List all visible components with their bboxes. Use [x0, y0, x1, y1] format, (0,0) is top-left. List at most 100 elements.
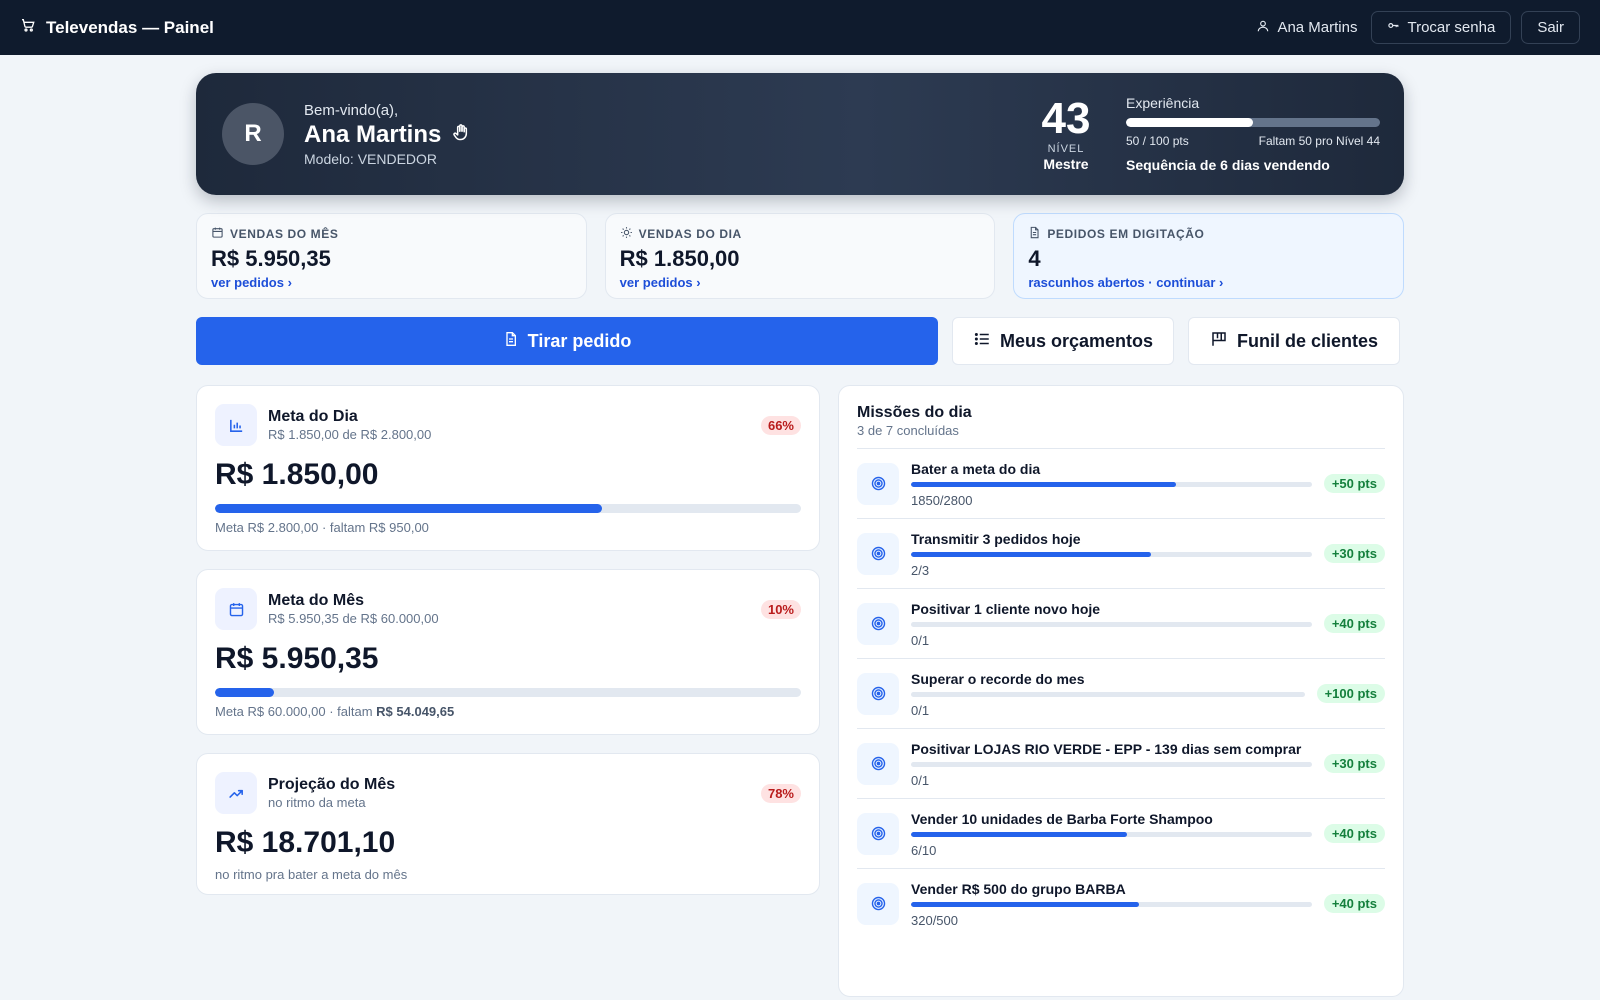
stat-link-day-orders[interactable]: ver pedidos › — [619, 275, 701, 290]
mission-progress-bar — [911, 902, 1312, 907]
mission-progress-fill — [911, 902, 1140, 907]
xp-progress-bar — [1126, 118, 1380, 127]
mission-points-badge: +40 pts — [1323, 824, 1385, 843]
document-icon — [503, 331, 519, 352]
mission-points-badge: +30 pts — [1323, 544, 1385, 563]
goal-percent-badge: 10% — [760, 600, 801, 619]
goal-footnote-prefix: Meta R$ 60.000,00 · faltam — [215, 704, 373, 719]
mission-progress-bar — [911, 482, 1312, 487]
xp-progress-fill — [1126, 118, 1253, 127]
user-menu[interactable]: Ana Martins — [1256, 19, 1357, 37]
mission-points-badge: +100 pts — [1316, 684, 1385, 703]
stat-link-month-orders[interactable]: ver pedidos › — [211, 275, 292, 290]
mission-progress-text: 6/10 — [911, 843, 937, 858]
user-name: Ana Martins — [1277, 19, 1358, 36]
document-icon — [1028, 226, 1041, 242]
user-icon — [1256, 19, 1270, 37]
goal-card-month: Meta do Mês R$ 5.950,35 de R$ 60.000,00 … — [196, 569, 820, 735]
logout-button[interactable]: Sair — [1521, 11, 1580, 44]
mission-name: Bater a meta do dia — [911, 461, 1041, 477]
stat-value: R$ 1.850,00 — [619, 246, 740, 271]
mission-points-badge: +50 pts — [1323, 474, 1385, 493]
goal-value: R$ 18.701,10 — [215, 826, 396, 859]
goal-value: R$ 1.850,00 — [215, 458, 379, 491]
xp-box: Experiência 50 / 100 pts Faltam 50 pro N… — [1126, 95, 1380, 173]
trending-up-icon — [215, 772, 257, 814]
mission-item[interactable]: Vender R$ 500 do grupo BARBA 320/500 +40 p… — [857, 869, 1385, 938]
streak-text: Sequência de 6 dias vendendo — [1126, 157, 1330, 173]
target-icon — [857, 462, 899, 505]
mission-item[interactable]: Vender 10 unidades de Barba Forte Shampo… — [857, 799, 1385, 869]
goal-subtitle: R$ 5.950,35 de R$ 60.000,00 — [268, 611, 439, 626]
missions-panel: Missões do dia 3 de 7 concluídas Bater a… — [838, 385, 1404, 997]
goal-card-day: Meta do Dia R$ 1.850,00 de R$ 2.800,00 6… — [196, 385, 820, 551]
level-number: 43 — [1041, 94, 1091, 143]
missions-title: Missões do dia — [857, 404, 972, 421]
client-funnel-label: Funil de clientes — [1236, 330, 1379, 351]
mission-name: Positivar 1 cliente novo hoje — [911, 601, 1101, 617]
mission-progress-text: 0/1 — [911, 633, 930, 648]
my-quotes-label: Meus orçamentos — [999, 330, 1154, 351]
goal-progress-fill — [215, 504, 602, 513]
welcome-hero: R Bem-vindo(a), Ana Martins Modelo: VEND… — [196, 73, 1404, 195]
main-grid: Meta do Dia R$ 1.850,00 de R$ 2.800,00 6… — [196, 385, 1404, 997]
avatar: R — [222, 103, 284, 165]
mission-name: Vender R$ 500 do grupo BARBA — [911, 881, 1126, 897]
goal-footnote-remaining: R$ 54.049,65 — [376, 704, 455, 719]
mission-progress-bar — [911, 622, 1312, 627]
sun-icon — [620, 226, 633, 242]
new-order-button[interactable]: Tirar pedido — [196, 317, 938, 365]
mission-progress-text: 1850/2800 — [911, 493, 973, 508]
new-order-label: Tirar pedido — [527, 330, 632, 351]
mission-progress-bar — [911, 552, 1312, 557]
mission-progress-bar — [911, 762, 1312, 767]
xp-points: 50 / 100 pts — [1126, 134, 1189, 148]
level-box: 43 NÍVEL Mestre — [1026, 94, 1106, 173]
mission-progress-bar — [911, 832, 1312, 837]
goal-footnote: Meta R$ 2.800,00 · faltam R$ 950,00 — [215, 520, 429, 535]
stat-value: R$ 5.950,35 — [211, 246, 331, 271]
mission-progress-fill — [911, 482, 1176, 487]
goal-title: Projeção do Mês — [268, 776, 396, 793]
missions-list: Bater a meta do dia 1850/2800 +50 pts Trans… — [857, 449, 1385, 938]
brand[interactable]: Televendas — Painel — [20, 17, 214, 38]
bar-chart-icon — [215, 404, 257, 446]
client-funnel-button[interactable]: Funil de clientes — [1188, 317, 1400, 365]
mission-item[interactable]: Superar o recorde do mes 0/1 +100 pts — [857, 659, 1385, 729]
mission-name: Vender 10 unidades de Barba Forte Shampo… — [911, 811, 1213, 827]
stat-card-draft-orders: PEDIDOS EM DIGITAÇÃO 4 rascunhos abertos… — [1013, 213, 1404, 299]
list-icon — [973, 330, 991, 353]
mission-name: Transmitir 3 pedidos hoje — [911, 531, 1081, 547]
mission-points-badge: +40 pts — [1323, 614, 1385, 633]
mission-name: Superar o recorde do mes — [911, 671, 1085, 687]
target-icon — [857, 812, 899, 855]
cart-icon — [20, 17, 36, 38]
change-password-button[interactable]: Trocar senha — [1371, 11, 1512, 44]
xp-title: Experiência — [1126, 95, 1200, 111]
stat-link-drafts[interactable]: rascunhos abertos · continuar › — [1028, 275, 1224, 290]
key-icon — [1387, 19, 1400, 36]
welcome-name: Ana Martins — [304, 120, 442, 148]
mission-item[interactable]: Positivar LOJAS RIO VERDE - EPP - 139 di… — [857, 729, 1385, 799]
target-icon — [857, 882, 899, 925]
mission-item[interactable]: Transmitir 3 pedidos hoje 2/3 +30 pts — [857, 519, 1385, 589]
goal-subtitle: R$ 1.850,00 de R$ 2.800,00 — [268, 427, 432, 442]
welcome-name-row: Ana Martins — [304, 121, 471, 149]
goal-percent-badge: 66% — [760, 416, 801, 435]
stat-card-month-sales: VENDAS DO MÊS R$ 5.950,35 ver pedidos › — [196, 213, 587, 299]
xp-remaining: Faltam 50 pro Nível 44 — [1258, 134, 1380, 148]
mission-progress-fill — [911, 832, 1128, 837]
mission-item[interactable]: Bater a meta do dia 1850/2800 +50 pts — [857, 449, 1385, 519]
goal-percent-badge: 78% — [760, 784, 801, 803]
mission-item[interactable]: Positivar 1 cliente novo hoje 0/1 +40 pts — [857, 589, 1385, 659]
mission-progress-bar — [911, 692, 1305, 697]
my-quotes-button[interactable]: Meus orçamentos — [952, 317, 1174, 365]
stat-card-day-sales: VENDAS DO DIA R$ 1.850,00 ver pedidos › — [604, 213, 996, 299]
goal-value: R$ 5.950,35 — [215, 642, 379, 675]
goal-progress-fill — [215, 688, 274, 697]
mission-name: Positivar LOJAS RIO VERDE - EPP - 139 di… — [911, 741, 1302, 757]
mission-progress-text: 0/1 — [911, 773, 930, 788]
calendar-icon — [215, 588, 257, 630]
target-icon — [857, 742, 899, 785]
goal-title: Meta do Mês — [268, 592, 365, 609]
